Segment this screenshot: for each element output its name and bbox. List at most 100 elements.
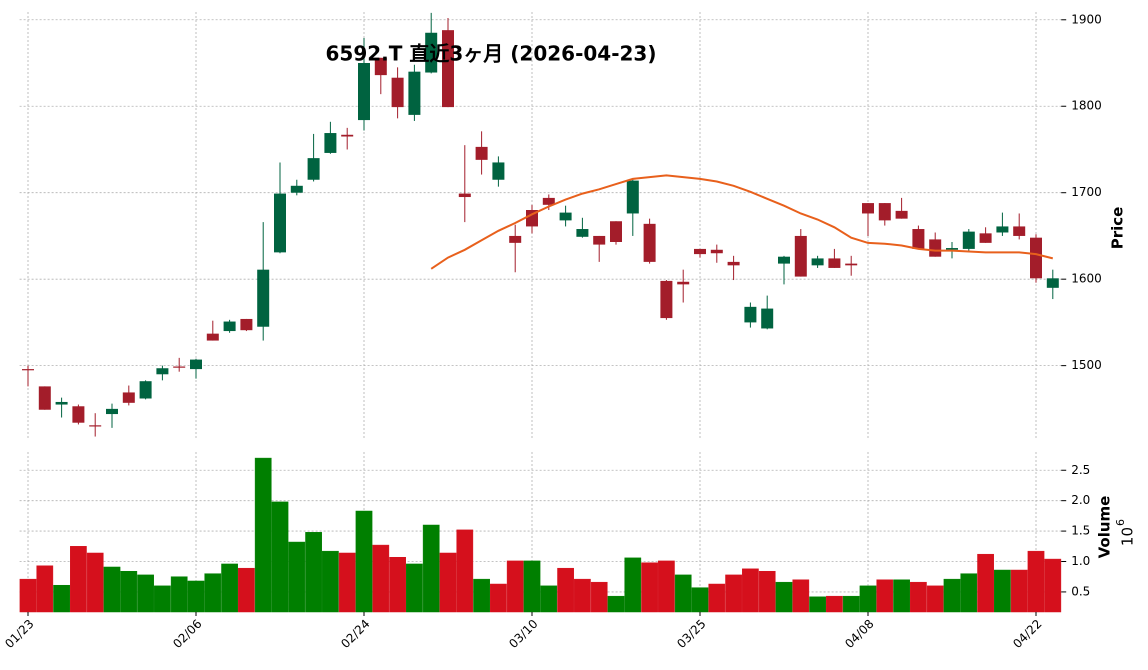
volume-bar xyxy=(742,568,759,613)
y-tick-label: 1700 xyxy=(1071,185,1102,199)
volume-bar xyxy=(338,552,356,613)
volume-bar xyxy=(691,587,709,613)
volume-bar xyxy=(473,578,490,613)
y-tick-label: 1900 xyxy=(1071,12,1102,26)
volume-bar xyxy=(271,501,289,613)
candle-body xyxy=(274,193,286,253)
volume-bar xyxy=(725,574,742,613)
candle-body xyxy=(626,180,639,214)
candle-body xyxy=(593,235,606,245)
volume-bar xyxy=(960,573,978,613)
candle-body xyxy=(542,197,555,205)
candle-body xyxy=(794,235,807,277)
volume-bar xyxy=(758,570,776,613)
candle-body xyxy=(307,158,320,180)
volume-bar xyxy=(103,566,121,613)
candle-body xyxy=(55,401,68,405)
candle-body xyxy=(38,386,51,410)
volume-bar xyxy=(506,560,524,613)
volume-bar xyxy=(859,585,877,613)
volume-bar xyxy=(826,595,843,613)
candle-body xyxy=(1030,237,1042,279)
candle-body xyxy=(190,359,202,370)
volume-bar xyxy=(187,580,205,613)
candle-body xyxy=(895,210,908,219)
candle-body xyxy=(122,392,135,403)
volume-bar xyxy=(238,567,255,613)
volume-bar xyxy=(422,524,440,613)
volume-bar xyxy=(674,574,692,613)
volume-bar xyxy=(523,560,541,613)
candle-body xyxy=(996,226,1009,233)
volume-unit-exponent: 6 xyxy=(1114,519,1127,526)
volume-bar xyxy=(910,581,927,613)
volume-bar xyxy=(708,583,726,613)
volume-bar xyxy=(322,550,339,613)
volume-bar xyxy=(641,562,658,613)
candle-body xyxy=(878,203,891,221)
x-tick-label: 02/24 xyxy=(338,617,372,651)
candle-body xyxy=(492,162,505,180)
candle-body xyxy=(374,57,387,76)
candle-body xyxy=(929,239,942,257)
chart-title: 6592.T 直近3ヶ月 (2026-04-23) xyxy=(326,42,657,66)
candle-body xyxy=(358,63,370,121)
volume-bar xyxy=(19,578,37,613)
candle-body xyxy=(862,203,874,214)
volume-bar xyxy=(943,578,961,613)
volume-bar xyxy=(53,584,70,613)
volume-bar xyxy=(792,579,810,613)
candle-body xyxy=(610,221,622,242)
moving-average-line xyxy=(430,174,1054,270)
y-tick-label: 1600 xyxy=(1071,272,1102,286)
volume-bar xyxy=(137,574,154,613)
volume-unit: 10 6 xyxy=(1114,519,1137,546)
candle-body xyxy=(761,308,774,329)
volume-bar xyxy=(994,569,1011,613)
candle-body xyxy=(1046,278,1059,288)
y-axis-label: Price xyxy=(1109,207,1127,250)
candle-body xyxy=(727,261,740,266)
candle-body xyxy=(156,368,169,375)
volume-bar xyxy=(70,546,87,613)
candle-body xyxy=(206,333,219,341)
candle-body xyxy=(139,381,152,399)
candle-body xyxy=(643,223,656,262)
candle-body xyxy=(72,406,85,423)
volume-bar xyxy=(36,565,54,613)
candle-body xyxy=(290,185,303,193)
volume-bar xyxy=(590,581,608,613)
volume-bar xyxy=(204,573,222,613)
volume-bar xyxy=(439,552,457,613)
volume-bar xyxy=(809,596,826,613)
candle-body xyxy=(442,30,454,108)
volume-bar xyxy=(86,552,104,613)
volume-bar xyxy=(389,556,406,613)
volume-bar xyxy=(1044,558,1062,613)
volume-bar xyxy=(658,560,675,613)
candle-body xyxy=(425,32,438,73)
candle-body xyxy=(979,233,992,243)
volume-bar xyxy=(406,563,423,613)
candle-body xyxy=(1013,226,1026,236)
volume-unit-base: 10 xyxy=(1119,527,1137,546)
candle-body xyxy=(257,269,270,327)
candle-body xyxy=(677,281,690,285)
y-tick-label: 1800 xyxy=(1071,99,1102,113)
x-tick-label: 04/22 xyxy=(1010,617,1044,651)
volume-bar xyxy=(221,563,238,613)
volume-tick-label: 0.5 xyxy=(1071,584,1090,598)
candle-body xyxy=(946,248,958,250)
volume-bar xyxy=(1027,550,1045,613)
volume-bar xyxy=(305,532,322,613)
x-tick-label: 01/23 xyxy=(2,617,36,651)
candle-body xyxy=(912,229,925,249)
volume-bar xyxy=(574,578,591,613)
grid-layer xyxy=(19,12,1062,612)
volume-bar xyxy=(977,553,994,613)
volume-bar xyxy=(288,541,306,613)
x-tick-label: 04/08 xyxy=(842,617,876,651)
volume-bar xyxy=(893,579,910,613)
volume-bar xyxy=(154,585,171,613)
candle-body xyxy=(240,318,253,331)
